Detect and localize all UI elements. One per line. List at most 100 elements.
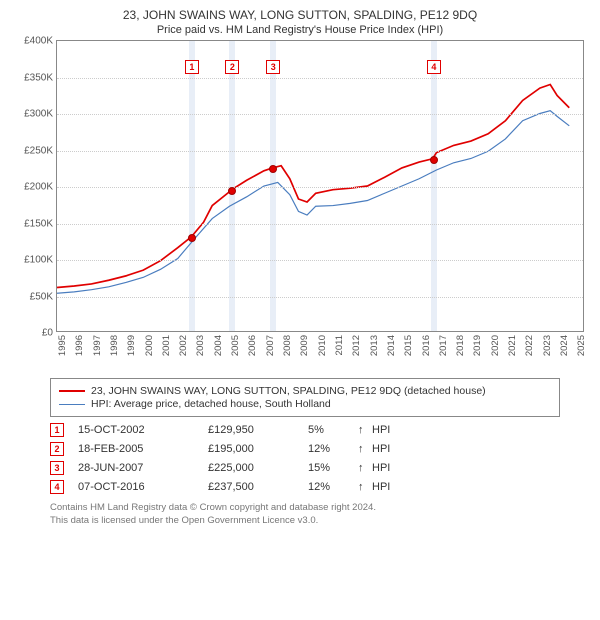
legend-label: HPI: Average price, detached house, Sout…	[91, 398, 331, 410]
gridline	[57, 78, 583, 79]
x-axis-tick: 2011	[334, 335, 345, 355]
sale-marker-dot	[188, 234, 196, 242]
series-hpi	[57, 111, 569, 294]
sale-marker-label: 1	[185, 60, 199, 74]
x-axis-tick: 2014	[386, 335, 397, 356]
sale-marker-dot	[269, 165, 277, 173]
legend-label: 23, JOHN SWAINS WAY, LONG SUTTON, SPALDI…	[91, 385, 486, 397]
sale-price: £225,000	[208, 462, 308, 474]
gridline	[57, 151, 583, 152]
legend: 23, JOHN SWAINS WAY, LONG SUTTON, SPALDI…	[50, 378, 560, 417]
sales-table: 115-OCT-2002£129,9505%↑HPI218-FEB-2005£1…	[50, 423, 588, 494]
x-axis-tick: 2004	[213, 335, 224, 356]
chart-container: { "title": "23, JOHN SWAINS WAY, LONG SU…	[0, 0, 600, 534]
sale-vs: HPI	[372, 443, 390, 455]
chart-title: 23, JOHN SWAINS WAY, LONG SUTTON, SPALDI…	[12, 8, 588, 22]
sale-vs: HPI	[372, 424, 390, 436]
x-axis-tick: 2003	[195, 335, 206, 356]
x-axis-tick: 2019	[472, 335, 483, 356]
up-arrow-icon: ↑	[358, 481, 372, 493]
x-axis-tick: 2022	[524, 335, 535, 356]
x-axis-tick: 1995	[57, 335, 68, 356]
y-axis-tick: £350K	[24, 72, 53, 83]
up-arrow-icon: ↑	[358, 462, 372, 474]
gridline	[57, 260, 583, 261]
sale-marker-label: 2	[225, 60, 239, 74]
sale-row-marker: 2	[50, 442, 64, 456]
y-axis-tick: £400K	[24, 36, 53, 47]
x-axis-tick: 2005	[230, 335, 241, 356]
x-axis-tick: 2000	[144, 335, 155, 356]
footer-attribution: Contains HM Land Registry data © Crown c…	[50, 502, 588, 528]
sale-date: 18-FEB-2005	[78, 443, 208, 455]
footer-line: Contains HM Land Registry data © Crown c…	[50, 502, 588, 515]
x-axis-tick: 2024	[559, 335, 570, 356]
y-axis-tick: £50K	[30, 291, 53, 302]
sale-row: 2 18-FEB-2005£195,00012%↑HPI	[50, 442, 588, 456]
sale-row-marker: 1	[50, 423, 64, 437]
y-axis-tick: £150K	[24, 218, 53, 229]
sale-date: 28-JUN-2007	[78, 462, 208, 474]
sale-marker-label: 4	[427, 60, 441, 74]
sale-row: 3 28-JUN-2007£225,00015%↑HPI	[50, 461, 588, 475]
x-axis-tick: 2016	[421, 335, 432, 356]
sale-vs: HPI	[372, 481, 390, 493]
sale-row-marker: 4	[50, 480, 64, 494]
x-axis-tick: 2017	[438, 335, 449, 356]
sale-pct: 12%	[308, 443, 358, 455]
x-axis-tick: 2008	[282, 335, 293, 356]
sale-marker-label: 3	[266, 60, 280, 74]
x-axis-tick: 2020	[490, 335, 501, 356]
line-layer	[57, 41, 583, 331]
sale-row-marker: 3	[50, 461, 64, 475]
x-axis-tick: 2023	[542, 335, 553, 356]
x-axis-tick: 2015	[403, 335, 414, 356]
gridline	[57, 224, 583, 225]
x-axis-tick: 2001	[161, 335, 172, 356]
legend-item: 23, JOHN SWAINS WAY, LONG SUTTON, SPALDI…	[59, 385, 551, 397]
sale-pct: 12%	[308, 481, 358, 493]
chart-area: £0£50K£100K£150K£200K£250K£300K£350K£400…	[12, 40, 588, 370]
sale-vs: HPI	[372, 462, 390, 474]
sale-price: £195,000	[208, 443, 308, 455]
x-axis-tick: 1999	[126, 335, 137, 356]
x-axis-tick: 1997	[92, 335, 103, 356]
chart-subtitle: Price paid vs. HM Land Registry's House …	[12, 24, 588, 36]
legend-swatch	[59, 390, 85, 392]
up-arrow-icon: ↑	[358, 443, 372, 455]
y-axis-tick: £100K	[24, 255, 53, 266]
sale-pct: 5%	[308, 424, 358, 436]
legend-swatch	[59, 404, 85, 405]
x-axis-tick: 2006	[247, 335, 258, 356]
x-axis-tick: 2025	[576, 335, 587, 356]
y-axis-tick: £200K	[24, 182, 53, 193]
sale-row: 1 15-OCT-2002£129,9505%↑HPI	[50, 423, 588, 437]
up-arrow-icon: ↑	[358, 424, 372, 436]
x-axis-tick: 2012	[351, 335, 362, 356]
y-axis-tick: £250K	[24, 145, 53, 156]
sale-marker-dot	[430, 156, 438, 164]
x-axis-tick: 2009	[299, 335, 310, 356]
footer-line: This data is licensed under the Open Gov…	[50, 515, 588, 528]
x-axis-tick: 1996	[74, 335, 85, 356]
x-axis-tick: 1998	[109, 335, 120, 356]
x-axis-tick: 2002	[178, 335, 189, 356]
sale-price: £237,500	[208, 481, 308, 493]
sale-marker-dot	[228, 187, 236, 195]
sale-date: 15-OCT-2002	[78, 424, 208, 436]
y-axis-tick: £300K	[24, 109, 53, 120]
x-axis-tick: 2007	[265, 335, 276, 356]
plot-region: £0£50K£100K£150K£200K£250K£300K£350K£400…	[56, 40, 584, 332]
gridline	[57, 297, 583, 298]
x-axis-tick: 2018	[455, 335, 466, 356]
y-axis-tick: £0	[42, 328, 53, 339]
sale-price: £129,950	[208, 424, 308, 436]
x-axis-tick: 2021	[507, 335, 518, 356]
gridline	[57, 187, 583, 188]
x-axis-tick: 2013	[369, 335, 380, 356]
sale-pct: 15%	[308, 462, 358, 474]
sale-row: 4 07-OCT-2016£237,50012%↑HPI	[50, 480, 588, 494]
sale-date: 07-OCT-2016	[78, 481, 208, 493]
x-axis-tick: 2010	[317, 335, 328, 356]
gridline	[57, 114, 583, 115]
